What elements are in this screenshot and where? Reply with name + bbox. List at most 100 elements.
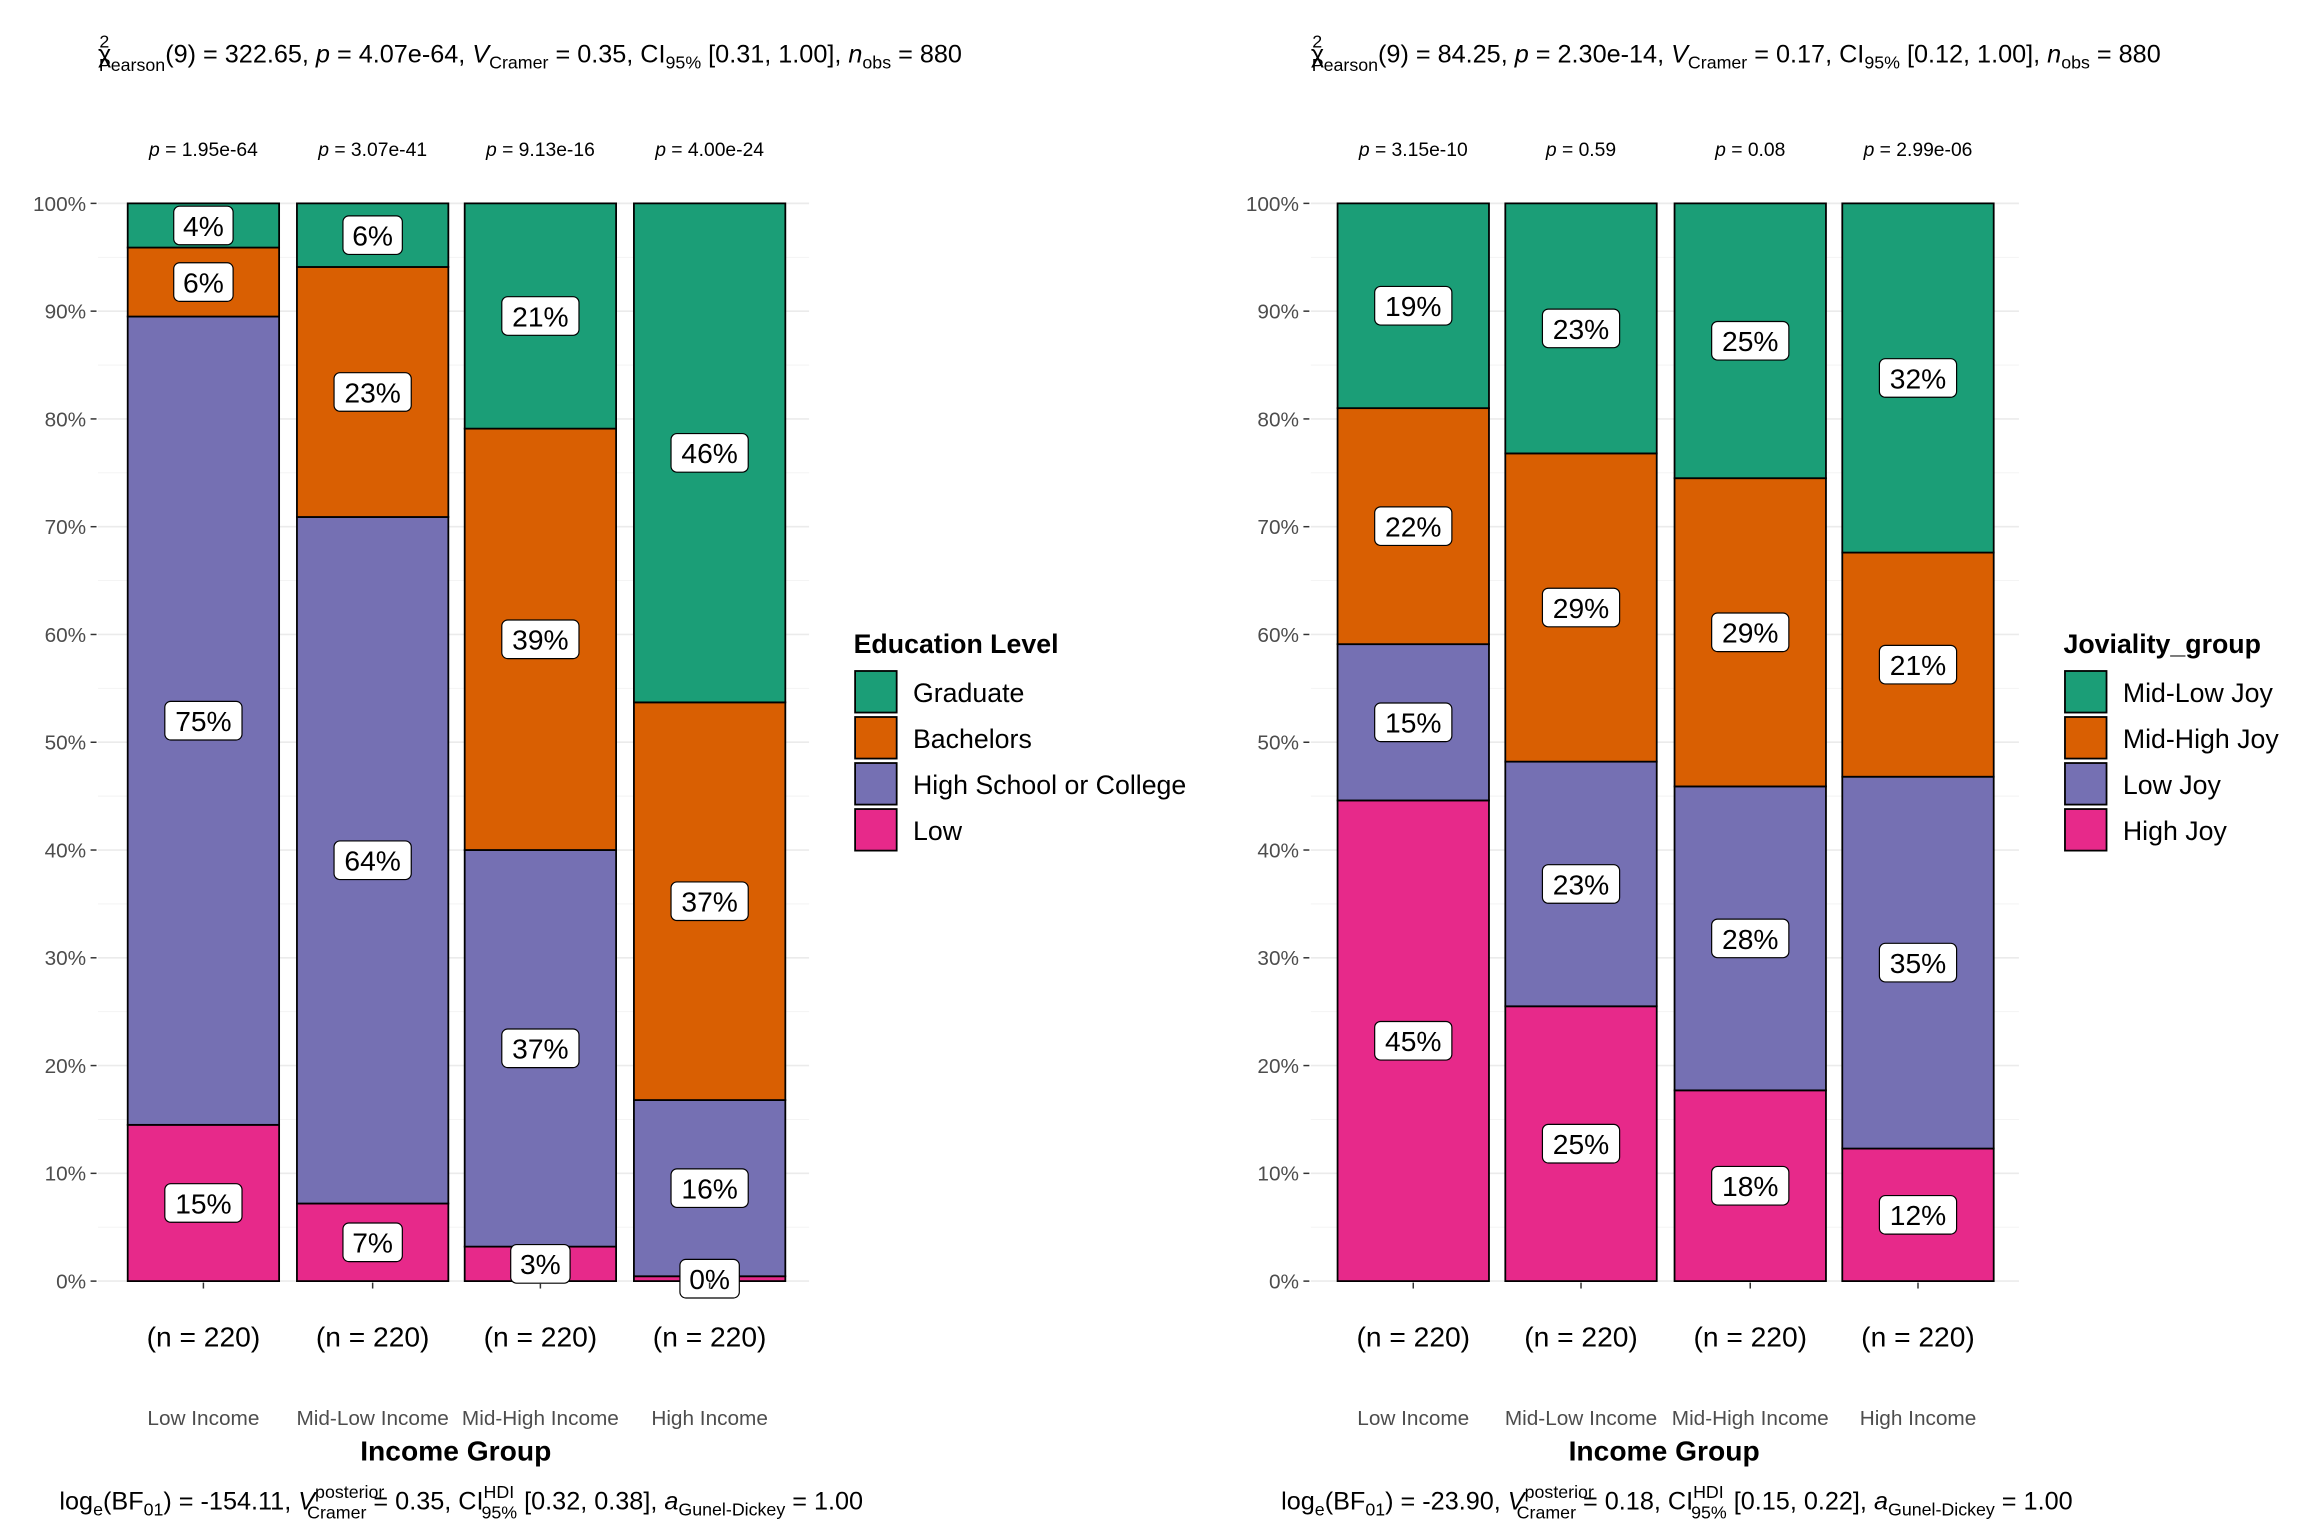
data-label: 6% — [342, 215, 403, 256]
y-tick-label: 0% — [1269, 1271, 1299, 1294]
p-value-label: p = 1.95e-64 — [148, 140, 258, 161]
data-label: 46% — [670, 432, 749, 473]
n-labels: (n = 220) (n = 220) (n = 220) (n = 220) — [147, 1320, 767, 1352]
y-tick-label: 30% — [45, 947, 87, 970]
p-value-label: p = 3.15e-10 — [1358, 140, 1468, 161]
n-label: (n = 220) — [1524, 1320, 1638, 1352]
data-label: 21% — [501, 296, 580, 336]
data-label-text: 25% — [1722, 325, 1778, 357]
data-label-text: 29% — [1722, 617, 1778, 649]
data-label-box — [1711, 320, 1790, 361]
legend-swatch — [854, 716, 898, 760]
data-label-box — [1374, 1020, 1453, 1061]
p-value-label: p = 9.13e-16 — [485, 140, 595, 161]
y-tick-label: 20% — [1257, 1055, 1299, 1078]
x-tick-label: Mid-High Income — [1672, 1407, 1829, 1430]
data-label-text: 22% — [1385, 511, 1441, 543]
data-label: 45% — [1374, 1020, 1453, 1061]
data-label: 15% — [1374, 702, 1453, 743]
p-value-label: p = 2.99e-06 — [1863, 140, 1973, 161]
legend-title: Joviality_group — [2063, 629, 2260, 659]
legend-swatch — [2064, 670, 2108, 714]
n-label: (n = 220) — [316, 1320, 430, 1352]
x-axis: Low Income Mid-Low Income Mid-High Income H… — [147, 1282, 768, 1430]
y-tick-label: 30% — [1257, 947, 1299, 970]
y-tick-label: 80% — [1257, 408, 1299, 431]
data-label: 0% — [679, 1258, 740, 1299]
legend-label: Low Joy — [2123, 770, 2222, 800]
n-label: (n = 220) — [1861, 1320, 1975, 1352]
y-tick-label: 80% — [45, 408, 87, 431]
legend: Joviality_group Mid-Low Joy Mid-High Joy L… — [2063, 629, 2279, 852]
n-label: (n = 220) — [484, 1320, 598, 1352]
data-label-box — [501, 296, 580, 336]
data-label-box — [1711, 1165, 1790, 1206]
bar-segment — [296, 516, 450, 1205]
data-label-text: 21% — [512, 300, 568, 332]
legend-item: Low — [854, 808, 963, 852]
data-label: 37% — [501, 1028, 580, 1069]
data-label-text: 29% — [1553, 592, 1609, 624]
x-tick-label: High Income — [651, 1407, 768, 1430]
data-label: 35% — [1878, 942, 1958, 983]
legend-label: Low — [913, 816, 963, 846]
bar-segment — [1504, 202, 1658, 455]
data-label: 23% — [1541, 864, 1621, 904]
data-label-text: 6% — [352, 220, 393, 252]
data-labels: 15% 75% 6% 4% 7% 64% 23% 6% 3% 37% 39% 21% 0% 16% 37% 4… — [164, 205, 749, 1299]
data-label-text: 23% — [1553, 313, 1609, 345]
y-tick-label: 40% — [1257, 839, 1299, 862]
data-label-text: 23% — [1553, 868, 1609, 900]
data-label-box — [333, 372, 412, 412]
data-label: 25% — [1711, 320, 1790, 361]
data-label: 23% — [333, 372, 412, 412]
data-label-text: 23% — [344, 376, 400, 408]
chart-title: χ2 Pearson(9) = 322.65, p = 4.07e-64, VCr… — [98, 32, 962, 76]
data-label-box — [1541, 308, 1621, 349]
legend-label: Bachelors — [913, 724, 1032, 754]
chart-title: χ2 Pearson(9) = 84.25, p = 2.30e-14, VCra… — [1311, 32, 2161, 76]
data-label-box — [1374, 702, 1453, 743]
x-axis-title: Income Group — [360, 1435, 551, 1467]
data-label-box — [501, 619, 580, 660]
data-label: 22% — [1374, 506, 1453, 547]
y-tick-label: 70% — [1257, 516, 1299, 539]
x-axis-title: Income Group — [1569, 1435, 1760, 1467]
y-tick-label: 0% — [56, 1271, 86, 1294]
legend-label: High Joy — [2123, 816, 2228, 846]
data-label-text: 21% — [1890, 649, 1946, 681]
data-label-box — [1878, 358, 1958, 398]
data-label-text: 64% — [344, 845, 400, 877]
data-label: 23% — [1541, 308, 1621, 349]
legend-swatch — [854, 762, 898, 806]
data-label-text: 16% — [681, 1173, 737, 1205]
x-tick-label: Low Income — [1357, 1407, 1469, 1430]
data-label: 37% — [670, 881, 749, 922]
data-label: 29% — [1711, 612, 1790, 653]
data-label-text: 28% — [1722, 923, 1778, 955]
data-label: 75% — [164, 700, 243, 741]
data-label-text: 15% — [175, 1187, 231, 1219]
x-tick-label: Mid-High Income — [462, 1407, 619, 1430]
legend-label: Graduate — [913, 678, 1024, 708]
legend-label: Mid-Low Joy — [2123, 678, 2274, 708]
legend: Education Level Graduate Bachelors High Sc… — [854, 629, 1186, 852]
legend-item: Graduate — [854, 670, 1024, 714]
data-label-box — [342, 215, 403, 256]
data-label-box — [173, 205, 234, 246]
legend-label: High School or College — [913, 770, 1186, 800]
data-label-text: 39% — [512, 624, 568, 656]
n-label: (n = 220) — [147, 1320, 261, 1352]
chart-panel-joviality: 45% 15% 22% 19% 25% 23% 29% 23% 18% 28% 29% 25% 12% 3… — [1246, 32, 2280, 1523]
data-label-text: 25% — [1553, 1128, 1609, 1160]
data-label-text: 12% — [1890, 1199, 1946, 1231]
data-label-text: 15% — [1385, 707, 1441, 739]
data-label-text: 0% — [689, 1263, 730, 1295]
legend-swatch — [854, 808, 898, 852]
data-label: 6% — [173, 262, 234, 302]
y-tick-label: 50% — [45, 732, 87, 755]
data-label: 16% — [670, 1168, 749, 1209]
data-label-text: 46% — [681, 437, 737, 469]
y-tick-label: 20% — [45, 1055, 87, 1078]
